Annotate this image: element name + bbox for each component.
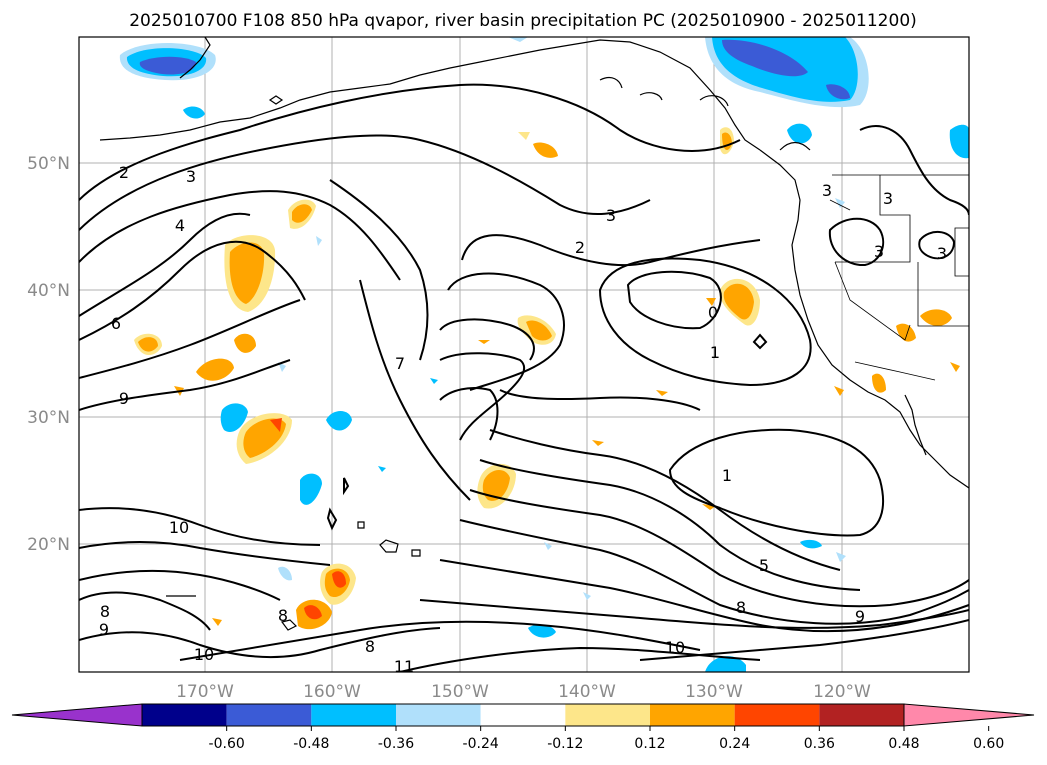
precip-fill-blue [119,37,969,672]
colorbar-swatch [480,704,566,726]
contour-label: 1 [722,466,732,485]
map-content [79,37,969,672]
latitude-tick-labels: 50°N 40°N 30°N 20°N [27,154,70,555]
lon-tick-label: 130°W [685,682,743,702]
lat-tick-label: 30°N [27,408,70,428]
colorbar-label: -0.24 [463,736,499,752]
colorbar-label: 0.24 [719,736,750,752]
figure-title: 2025010700 F108 850 hPa qvapor, river ba… [129,11,917,31]
contour-label: 3 [822,181,832,200]
contour-label: 8 [100,602,110,621]
lon-tick-label: 120°W [813,682,871,702]
lon-tick-label: 160°W [303,682,361,702]
colorbar-swatch [650,704,735,726]
contour-label: 5 [759,556,769,575]
colorbar-label: -0.36 [378,736,414,752]
lon-tick-label: 140°W [558,682,616,702]
precip-fill-orange [134,127,960,630]
contour-label: 8 [736,598,746,617]
contour-label: 0 [708,303,718,322]
contour-label: 9 [99,620,109,639]
colorbar: -0.60 -0.48 -0.36 -0.24 -0.12 0.12 0.24 0.36 0.4… [11,703,1035,752]
contour-label: 2 [575,238,585,257]
colorbar-swatch [565,704,650,726]
colorbar-label: 0.48 [888,736,919,752]
colorbar-label: -0.60 [209,736,245,752]
contour-label: 1 [710,343,720,362]
contour-label: 6 [111,314,121,333]
political-borders [829,174,969,381]
contour-label: 10 [194,645,214,664]
contour-label: 7 [395,354,405,373]
lat-tick-label: 50°N [27,154,70,174]
colorbar-swatch [819,704,904,726]
qvapor-contours [79,83,969,672]
contour-label: 3 [606,206,616,225]
map-background [79,37,969,672]
colorbar-extend-high [903,703,1035,727]
lat-tick-label: 40°N [27,281,70,301]
coastlines [99,37,969,631]
contour-label: 8 [278,606,288,625]
contour-label: 3 [937,244,947,263]
lon-tick-label: 150°W [431,682,489,702]
colorbar-label: -0.48 [293,736,329,752]
colorbar-swatch [226,704,312,726]
colorbar-swatch [396,704,481,726]
contour-label: 10 [169,518,189,537]
lon-tick-label: 170°W [176,682,234,702]
contour-label: 4 [175,216,185,235]
contour-label: 9 [855,607,865,626]
longitude-tick-labels: 170°W 160°W 150°W 140°W 130°W 120°W [176,682,871,702]
colorbar-outline [141,703,905,727]
colorbar-swatch [142,704,227,726]
contour-label: 9 [119,389,129,408]
colorbar-label: 0.12 [634,736,665,752]
contour-label: 3 [883,189,893,208]
contour-label: 8 [365,637,375,656]
lat-tick-label: 20°N [27,535,70,555]
contour-label: 11 [394,657,414,676]
contour-label: 10 [665,638,685,657]
colorbar-label: -0.12 [547,736,583,752]
map-frame [78,36,970,673]
contour-label: 3 [874,242,884,261]
colorbar-label: 0.36 [804,736,835,752]
colorbar-extend-low [11,703,143,727]
contour-label: 2 [119,163,129,182]
colorbar-swatch [734,704,820,726]
colorbar-swatch [311,704,396,726]
contour-label: 3 [186,167,196,186]
colorbar-label: 0.60 [973,736,1004,752]
